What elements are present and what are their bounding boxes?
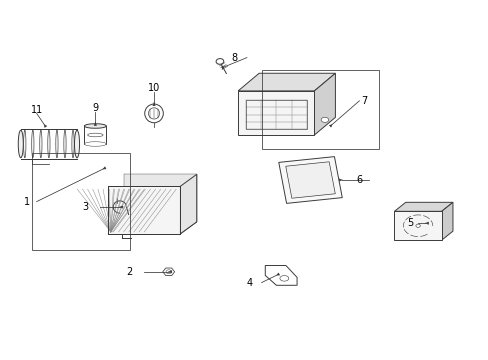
Ellipse shape	[148, 108, 159, 119]
Polygon shape	[124, 174, 196, 222]
Bar	[84, 126, 106, 144]
Text: 7: 7	[361, 96, 366, 106]
Polygon shape	[180, 174, 196, 234]
Text: 2: 2	[126, 267, 132, 277]
Text: 1: 1	[24, 197, 30, 207]
Text: 10: 10	[147, 83, 160, 93]
Ellipse shape	[165, 270, 171, 274]
Bar	[245, 100, 306, 129]
Polygon shape	[285, 162, 335, 198]
Ellipse shape	[321, 117, 328, 122]
Text: 9: 9	[92, 103, 98, 113]
Bar	[32, 153, 129, 250]
Polygon shape	[394, 211, 441, 240]
Ellipse shape	[84, 124, 106, 128]
Polygon shape	[264, 266, 296, 285]
Polygon shape	[238, 73, 335, 91]
Ellipse shape	[279, 276, 288, 281]
Polygon shape	[108, 222, 196, 234]
Text: 11: 11	[30, 105, 43, 115]
Bar	[20, 130, 77, 158]
Text: 6: 6	[356, 175, 362, 185]
Bar	[261, 70, 378, 149]
Text: 4: 4	[246, 278, 252, 288]
Text: 3: 3	[82, 202, 88, 212]
Ellipse shape	[74, 130, 80, 158]
Polygon shape	[394, 202, 452, 211]
Polygon shape	[163, 268, 174, 275]
Ellipse shape	[84, 142, 106, 146]
Ellipse shape	[18, 130, 23, 158]
Ellipse shape	[415, 224, 419, 228]
Ellipse shape	[144, 104, 163, 123]
Polygon shape	[441, 202, 452, 240]
Text: 5: 5	[407, 218, 413, 228]
Polygon shape	[108, 186, 180, 234]
Polygon shape	[314, 73, 335, 135]
Polygon shape	[278, 157, 342, 203]
Text: 8: 8	[231, 53, 237, 63]
Ellipse shape	[216, 59, 224, 64]
Polygon shape	[238, 91, 314, 135]
